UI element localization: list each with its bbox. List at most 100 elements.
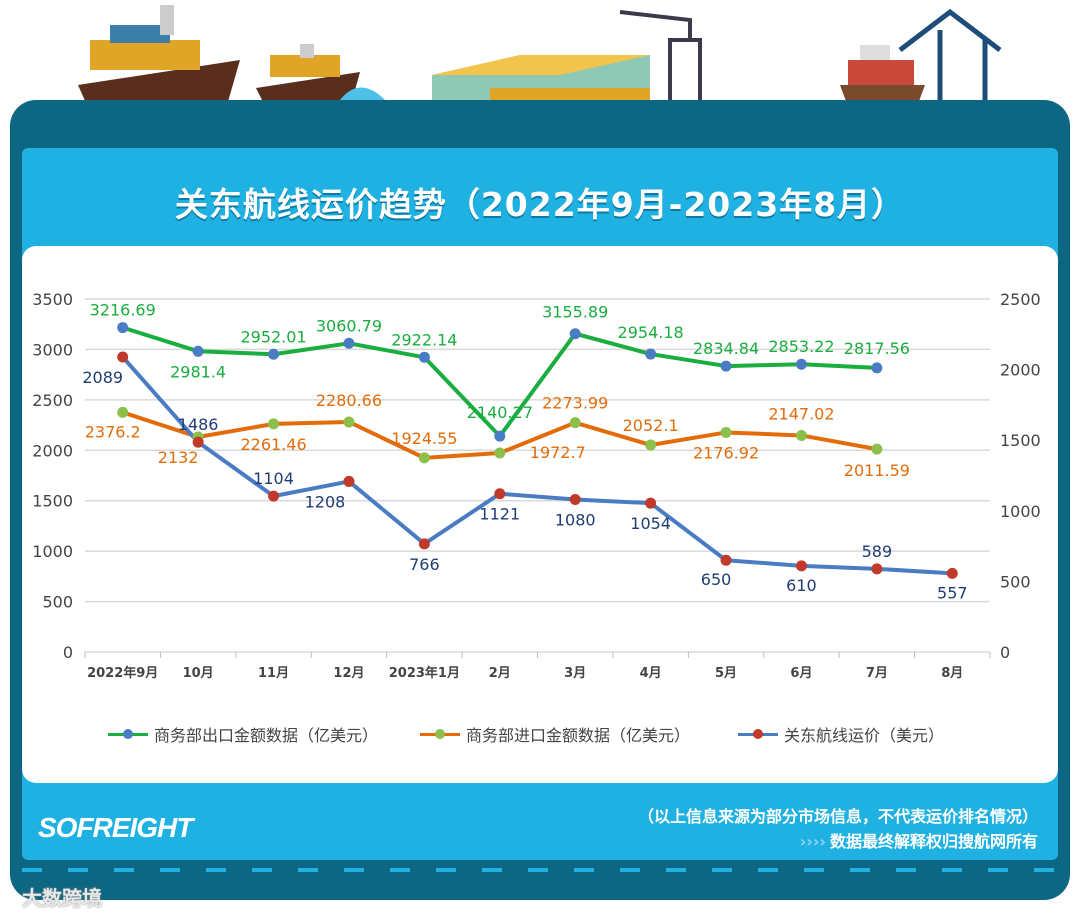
data-label: 2922.14: [391, 330, 457, 349]
x-axis-tick: 8月: [941, 666, 963, 681]
data-label: 2089: [82, 368, 123, 387]
data-label: 2817.56: [844, 339, 910, 358]
data-point: [117, 322, 129, 334]
data-point: [192, 436, 204, 448]
data-label: 610: [786, 576, 817, 595]
data-label: 2176.92: [693, 443, 759, 462]
data-point: [117, 406, 129, 418]
x-axis-tick: 6月: [790, 666, 812, 681]
x-axis-tick: 7月: [866, 666, 888, 681]
data-point: [494, 447, 506, 459]
dashed-border: [22, 868, 1058, 872]
right-axis-tick: 2000: [1000, 361, 1041, 380]
data-label: 589: [862, 542, 893, 561]
data-label: 2011.59: [844, 461, 910, 480]
data-label: 1924.55: [391, 429, 457, 448]
warehouse-icon: [432, 55, 650, 105]
data-point: [569, 494, 581, 506]
right-axis-tick: 1500: [1000, 431, 1041, 450]
source-note: （以上信息来源为部分市场信息，不代表运价排名情况）: [637, 807, 1038, 826]
data-point: [795, 358, 807, 370]
scalloped-border: [22, 857, 1058, 871]
data-label: 2376.2: [85, 422, 141, 441]
data-point: [418, 351, 430, 363]
left-axis-tick: 2500: [32, 391, 73, 410]
legend-item-export: 商务部出口金额数据（亿美元）: [108, 722, 378, 746]
watermark: 大数跨境: [22, 886, 102, 910]
data-label: 557: [937, 583, 968, 602]
data-label: 1486: [178, 415, 219, 434]
data-point: [418, 452, 430, 464]
legend-swatch-freight: [738, 727, 778, 741]
x-axis-tick: 10月: [183, 666, 214, 681]
right-axis-tick: 0: [1000, 643, 1010, 662]
legend-swatch-import: [420, 727, 460, 741]
data-point: [569, 328, 581, 340]
data-point: [795, 429, 807, 441]
data-point: [645, 439, 657, 451]
data-point: [720, 360, 732, 372]
copyright-note: ›››› 数据最终解释权归搜航网所有: [800, 828, 1038, 852]
data-label: 2834.84: [693, 339, 759, 358]
data-label: 2853.22: [768, 337, 834, 356]
data-point: [268, 348, 280, 360]
legend-item-import: 商务部进口金额数据（亿美元）: [420, 722, 690, 746]
data-label: 2273.99: [542, 394, 608, 413]
data-point: [795, 560, 807, 572]
x-axis-tick: 2023年1月: [389, 665, 460, 681]
data-point: [946, 567, 958, 579]
data-point: [343, 475, 355, 487]
data-label: 1972.7: [530, 443, 586, 462]
data-label: 2132: [158, 448, 199, 467]
data-label: 2954.18: [618, 323, 684, 342]
data-point: [720, 554, 732, 566]
legend-label-export: 商务部出口金额数据（亿美元）: [154, 726, 379, 745]
data-label: 1104: [253, 469, 294, 488]
arrows-icon: ››››: [799, 832, 826, 851]
left-axis-tick: 1500: [32, 492, 73, 511]
data-label: 1121: [479, 505, 520, 524]
data-point: [871, 362, 883, 374]
left-axis-tick: 2000: [32, 441, 73, 460]
copyright-text: 数据最终解释权归搜航网所有: [829, 832, 1038, 851]
chart-legend: 商务部出口金额数据（亿美元） 商务部进口金额数据（亿美元） 关东航线运价（美元）: [0, 722, 1080, 746]
data-point: [343, 416, 355, 428]
x-axis-tick: 11月: [258, 666, 289, 681]
legend-item-freight: 关东航线运价（美元）: [738, 722, 944, 746]
port-crane-icon: [898, 8, 1002, 110]
data-point: [192, 345, 204, 357]
data-label: 2052.1: [623, 416, 679, 435]
x-axis-tick: 5月: [715, 666, 737, 681]
data-point: [645, 348, 657, 360]
left-axis-tick: 500: [42, 593, 73, 612]
data-point: [720, 426, 732, 438]
legend-swatch-export: [108, 727, 148, 741]
data-point: [871, 443, 883, 455]
container-ship-large-icon: [78, 5, 240, 112]
data-point: [871, 563, 883, 575]
legend-label-import: 商务部进口金额数据（亿美元）: [466, 726, 691, 745]
data-label: 2280.66: [316, 391, 382, 410]
data-label: 650: [701, 570, 732, 589]
data-label: 3155.89: [542, 303, 608, 322]
right-axis-tick: 2500: [1000, 290, 1041, 309]
left-axis-tick: 1000: [32, 542, 73, 561]
x-axis-tick: 12月: [333, 666, 364, 681]
data-point: [268, 490, 280, 502]
x-axis-tick: 2022年9月: [87, 665, 158, 681]
line-chart: 0 500 1000 1500 2000 2500 3000 3500 0 500 1000 1500…: [32, 290, 1041, 681]
data-label: 2261.46: [240, 435, 306, 454]
right-axis-tick: 1000: [1000, 502, 1041, 521]
data-label: 2952.01: [240, 327, 306, 346]
data-point: [117, 351, 129, 363]
data-point: [569, 417, 581, 429]
data-label: 2981.4: [170, 362, 226, 381]
data-label: 2147.02: [768, 404, 834, 423]
sofreight-logo: SOFREIGHT: [38, 812, 193, 843]
series-line-2: [121, 355, 953, 576]
data-point: [494, 488, 506, 500]
left-axis-tick: 3500: [32, 290, 73, 309]
left-axis-tick: 3000: [32, 340, 73, 359]
data-label: 3060.79: [316, 316, 382, 335]
x-axis-tick: 3月: [564, 666, 586, 681]
